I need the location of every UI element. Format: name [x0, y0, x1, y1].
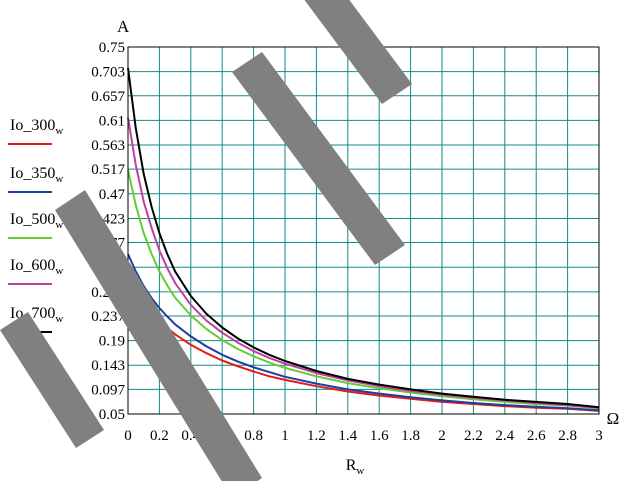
y-tick-label: 0.47	[99, 187, 126, 203]
series-line-io-700	[127, 67, 600, 409]
x-tick-label: 2	[438, 428, 446, 444]
y-tick-label: 0.563	[91, 138, 125, 154]
y-tick-label: 0.237	[91, 309, 125, 325]
y-tick-label: 0.75	[99, 40, 125, 56]
y-tick-label: 0.05	[99, 407, 125, 423]
x-tick-label: 1	[281, 428, 289, 444]
x-axis-unit: Ω	[607, 409, 620, 428]
series-lines	[127, 67, 600, 412]
legend-label: Io_600w	[10, 257, 63, 277]
legend-label: Io_350w	[10, 165, 63, 185]
x-axis-label: Rw	[346, 457, 365, 477]
x-tick-label: 3	[595, 428, 603, 444]
x-tick-label: 2.8	[558, 428, 577, 444]
x-tick-label: 0.8	[244, 428, 263, 444]
y-tick-label: 0.657	[91, 89, 125, 105]
x-tick-label: 1.8	[401, 428, 420, 444]
x-tick-label: 0.2	[150, 428, 169, 444]
y-tick-label: 0.097	[91, 382, 125, 398]
y-tick-label: 0.143	[91, 358, 125, 374]
x-tick-label: 2.2	[464, 428, 483, 444]
y-tick-label: 0.703	[91, 65, 125, 81]
legend-label: Io_500w	[10, 211, 63, 231]
x-tick-label: 1.6	[370, 428, 389, 444]
x-tick-label: 1.4	[338, 428, 357, 444]
x-tick-label: 1.2	[307, 428, 326, 444]
y-axis-label: A	[117, 17, 130, 36]
series-line-io-500	[127, 169, 600, 410]
x-tick-label: 2.4	[495, 428, 514, 444]
x-tick-label: 2.6	[527, 428, 546, 444]
y-tick-label: 0.517	[91, 162, 125, 178]
watermark	[0, 0, 412, 481]
grid	[127, 46, 600, 415]
series-line-io-350	[127, 253, 600, 412]
legend-label: Io_300w	[10, 117, 63, 137]
y-tick-label: 0.19	[99, 334, 125, 350]
y-tick-label: 0.61	[99, 113, 125, 129]
x-tick-label: 0	[124, 428, 132, 444]
